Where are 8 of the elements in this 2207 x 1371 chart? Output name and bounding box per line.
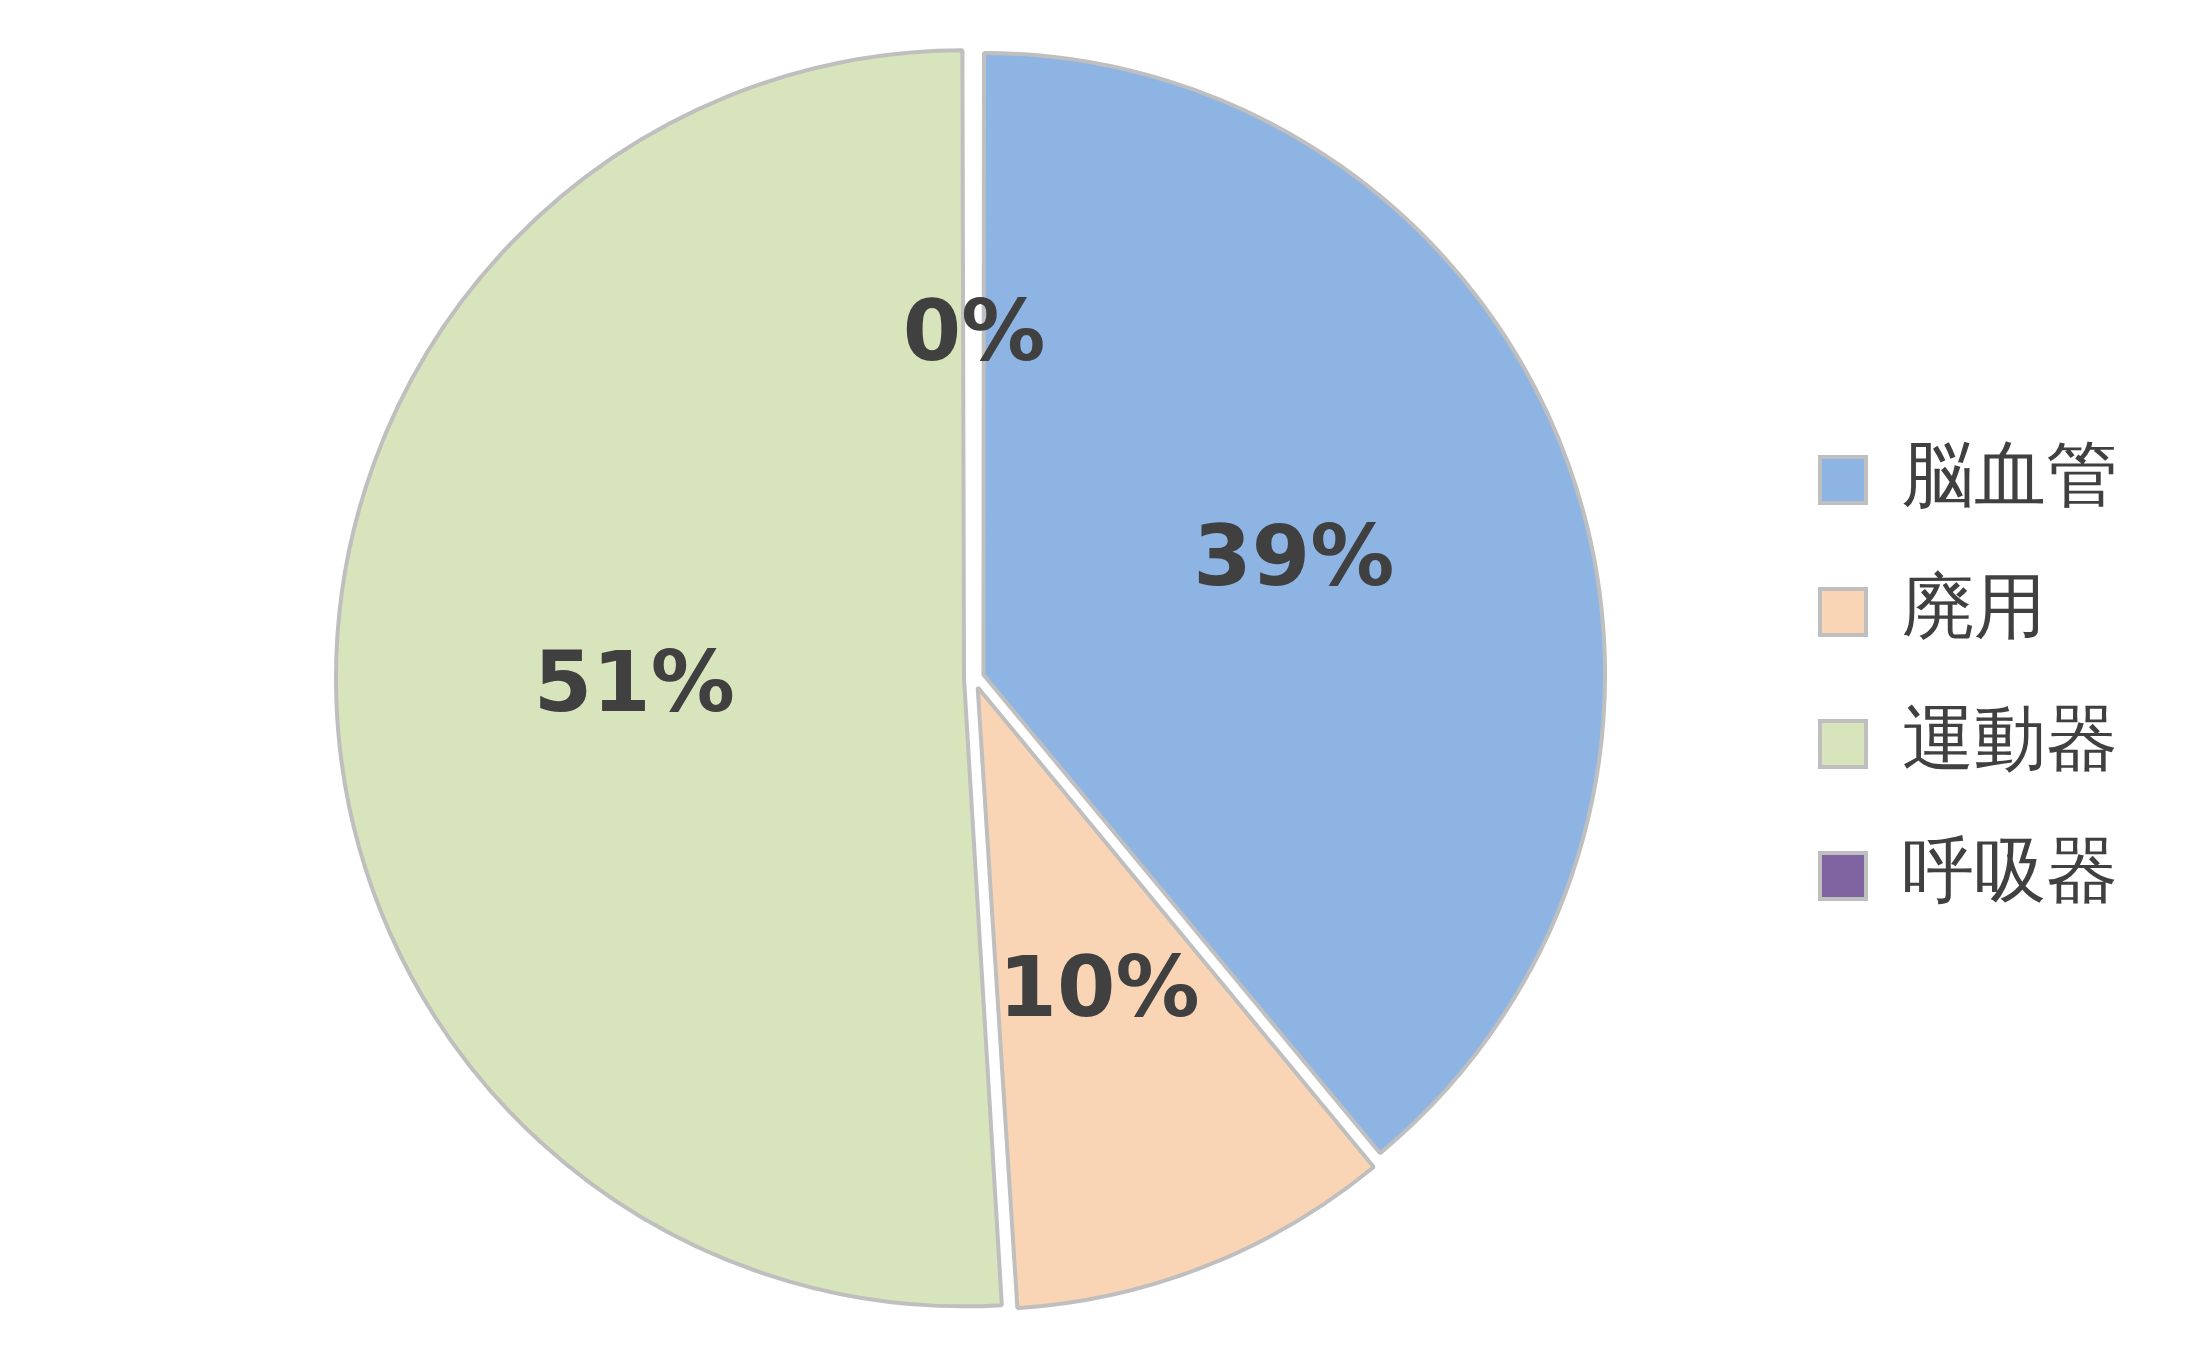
text: 0% xyxy=(902,281,1046,380)
legend-label: 廃用 xyxy=(1902,563,2046,648)
legend-label: 脳血管 xyxy=(1902,431,2118,516)
data-label: 10% xyxy=(998,937,1200,1036)
data-label: 39% xyxy=(1193,506,1395,605)
legend-label: 呼吸器 xyxy=(1902,827,2118,912)
data-label: 51% xyxy=(533,632,735,731)
legend-label: 運動器 xyxy=(1902,695,2118,780)
